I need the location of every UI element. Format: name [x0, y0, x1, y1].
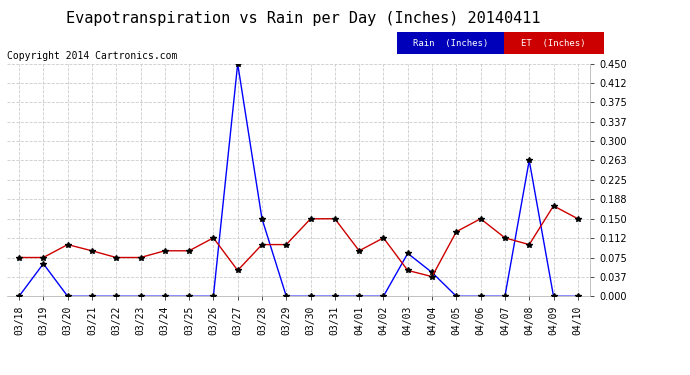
Text: ET  (Inches): ET (Inches) [522, 39, 586, 48]
Text: Evapotranspiration vs Rain per Day (Inches) 20140411: Evapotranspiration vs Rain per Day (Inch… [66, 11, 541, 26]
Text: Rain  (Inches): Rain (Inches) [413, 39, 488, 48]
Text: Copyright 2014 Cartronics.com: Copyright 2014 Cartronics.com [7, 51, 177, 61]
